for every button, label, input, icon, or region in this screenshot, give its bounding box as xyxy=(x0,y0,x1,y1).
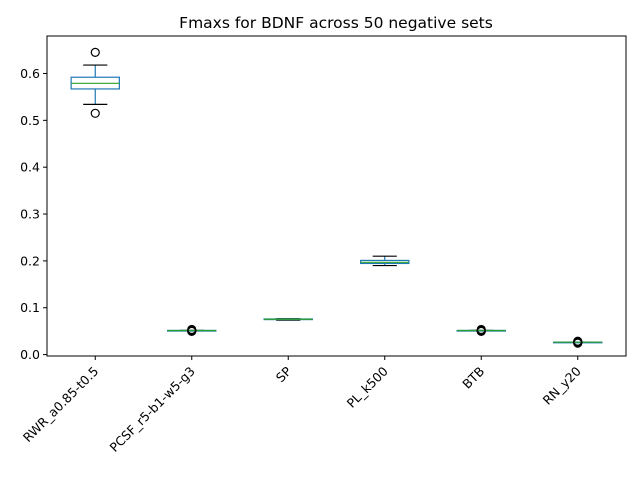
y-tick-label: 0.0 xyxy=(20,347,40,362)
chart-title: Fmaxs for BDNF across 50 negative sets xyxy=(179,14,493,32)
y-tick-label: 0.6 xyxy=(20,66,40,81)
x-tick-label: BTB xyxy=(459,364,487,392)
x-tick-label: RWR_a0.85-t0.5 xyxy=(20,364,102,446)
x-tick-label: SP xyxy=(273,363,295,385)
y-tick-label: 0.3 xyxy=(20,207,40,222)
box-3 xyxy=(360,255,410,267)
y-tick-label: 0.2 xyxy=(20,253,40,268)
box-0 xyxy=(70,47,120,118)
y-tick-label: 0.5 xyxy=(20,113,40,128)
outlier-point xyxy=(90,108,100,118)
y-tick-label: 0.1 xyxy=(20,300,40,315)
box-1 xyxy=(167,324,217,337)
outlier-point xyxy=(90,47,100,57)
x-tick-label: RN_y20 xyxy=(540,363,584,407)
x-tick-label: PCSF_r5-b1-w5-g3 xyxy=(106,364,197,455)
y-axis: 0.0 0.1 0.2 0.3 0.4 0.5 0.6 xyxy=(20,66,47,362)
y-tick-label: 0.4 xyxy=(20,160,40,175)
box-2 xyxy=(263,318,313,321)
x-tick-label: PL_k500 xyxy=(344,363,391,410)
plot-area-frame xyxy=(46,35,627,357)
outlier-point xyxy=(573,336,583,346)
x-axis: RWR_a0.85-t0.5 PCSF_r5-b1-w5-g3 SP PL_k500 B… xyxy=(20,356,584,455)
box-4 xyxy=(456,324,506,337)
outlier-point xyxy=(476,324,486,335)
box-series xyxy=(70,47,603,348)
outlier-point xyxy=(187,324,197,335)
box-5 xyxy=(553,336,603,348)
